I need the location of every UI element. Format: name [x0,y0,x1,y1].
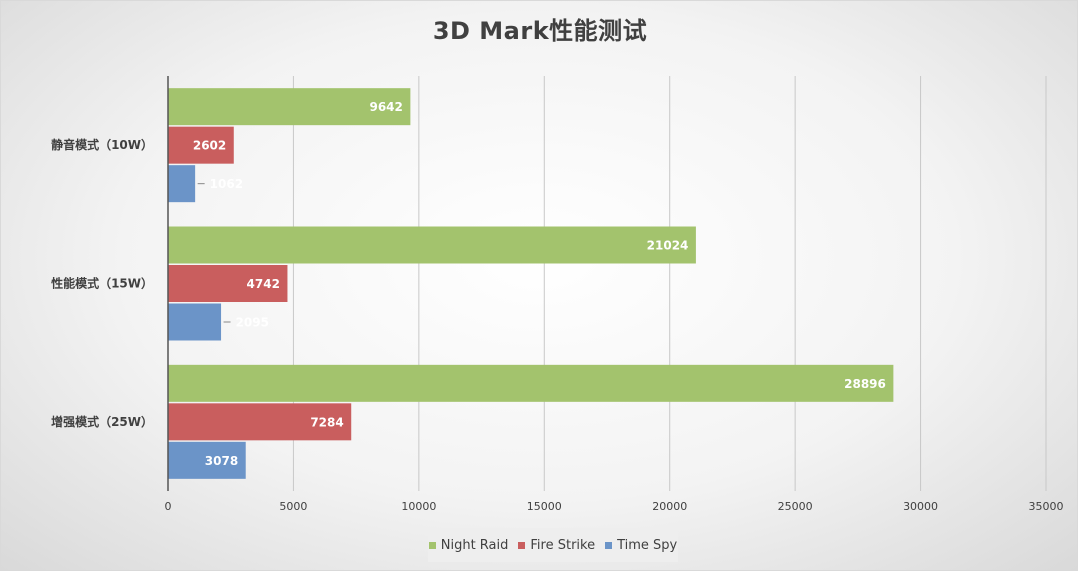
data-label-fire-strike-2: 7284 [310,415,343,429]
legend-label-fire-strike: Fire Strike [530,537,596,553]
x-tick-label-5000: 5000 [279,500,307,513]
grid-lines [292,76,1047,491]
bar-night-raid-2[interactable] [168,364,894,402]
bar-night-raid-0[interactable] [168,88,411,126]
bar-fire-strike-0[interactable] [168,126,234,164]
legend-item-fire-strike[interactable]: Fire Strike [518,538,595,553]
data-label-night-raid-1: 21024 [647,239,689,253]
legend-swatch-night-raid [428,541,436,549]
x-tick-label-20000: 20000 [652,500,687,513]
data-label-night-raid-2: 28896 [844,377,886,391]
bar-time-spy-2[interactable] [168,441,246,479]
chart-title: 3D Mark性能测试 [432,17,648,45]
chart-legend: Night Raid Fire Strike Time Spy [428,528,678,562]
bar-night-raid-1[interactable] [168,226,696,264]
x-tick-label-0: 0 [165,500,172,513]
data-labels: 9642 2602 1062 21024 4742 2095 28896 7284 3078 [193,100,886,468]
data-label-fire-strike-0: 2602 [193,139,226,153]
data-label-time-spy-1: 2095 [236,316,269,330]
axes: 0 5000 10000 15000 20000 25000 30000 35000 静音模式（… [50,76,1064,513]
bars [168,88,894,479]
x-tick-label-15000: 15000 [527,500,562,513]
x-tick-label-35000: 35000 [1029,500,1064,513]
bar-fire-strike-1[interactable] [168,265,288,302]
legend-swatch-fire-strike [518,541,526,549]
legend-label-night-raid: Night Raid [440,537,509,553]
bar-time-spy-0[interactable] [168,165,196,203]
data-label-time-spy-2: 3078 [205,454,238,468]
category-label-1: 性能模式（15W） [50,276,153,291]
x-tick-label-10000: 10000 [401,500,436,513]
legend-label-time-spy: Time Spy [617,537,678,553]
legend-swatch-time-spy [605,541,613,549]
x-tick-label-25000: 25000 [778,500,813,513]
data-label-time-spy-0: 1062 [210,177,243,191]
bar-fire-strike-2[interactable] [168,403,352,441]
data-label-fire-strike-1: 4742 [247,277,280,291]
bar-time-spy-1[interactable] [168,303,222,341]
legend-item-time-spy[interactable]: Time Spy [605,538,677,553]
category-label-0: 静音模式（10W） [51,137,153,152]
category-label-2: 增强模式（25W） [51,414,153,429]
x-tick-label-30000: 30000 [903,500,938,513]
data-label-night-raid-0: 9642 [369,100,402,114]
legend-item-night-raid[interactable]: Night Raid [428,537,509,553]
